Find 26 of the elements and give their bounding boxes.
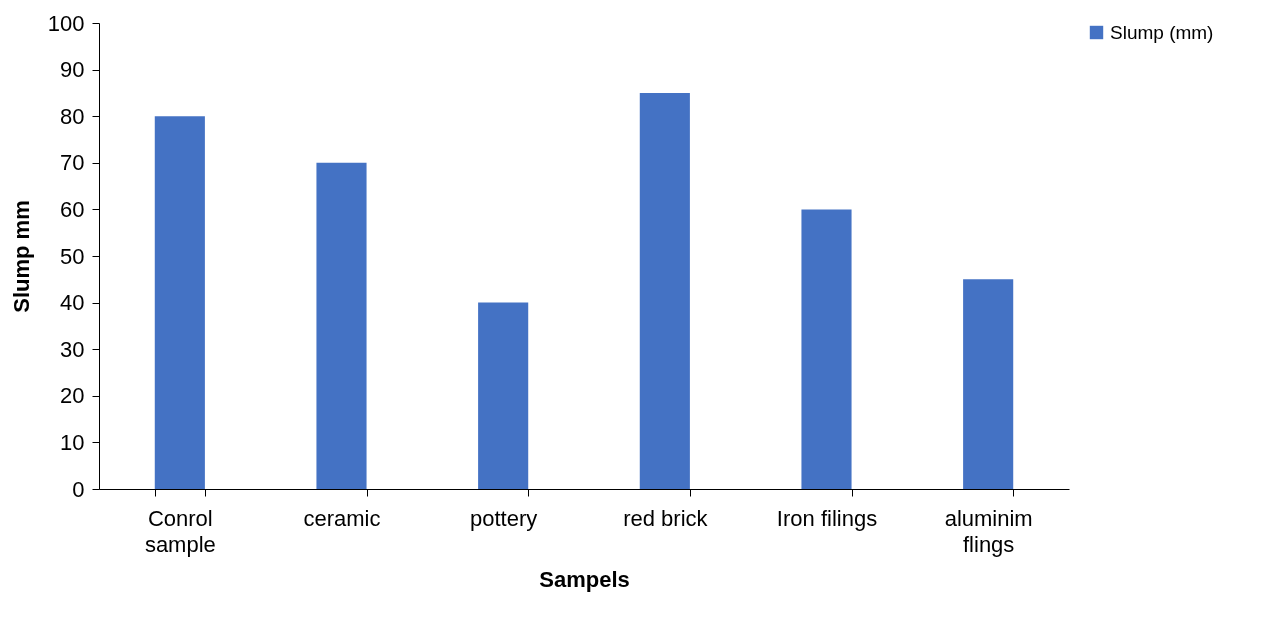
y-tick-label: 80 [60,103,85,129]
bar [478,302,529,489]
bar [963,279,1014,489]
y-tick-label: 60 [60,196,85,222]
bar [801,209,852,489]
y-tick-label: 50 [60,243,85,269]
y-tick-label: 40 [60,290,85,316]
x-tick-label: Conrol sample [144,505,216,557]
y-tick-label: 70 [60,150,85,176]
y-tick-label: 90 [60,57,85,83]
y-axis-title: Slump mm [8,200,34,313]
x-tick-label: Iron filings [776,505,878,531]
x-tick-label: ceramic [303,505,381,531]
y-tick-label: 100 [47,10,85,36]
bar [154,116,205,489]
y-tick-label: 0 [72,476,85,502]
y-tick-label: 20 [60,383,85,409]
bar [316,162,367,489]
bar [639,92,690,489]
x-tick-label: pottery [470,505,538,531]
y-tick-label: 10 [60,429,85,455]
x-tick-label: red brick [623,505,709,531]
x-axis-title: Sampels [539,566,630,592]
x-tick-label: aluminim flings [944,505,1033,557]
y-tick-label: 30 [60,336,85,362]
legend-label: Slump (mm) [1110,21,1214,43]
